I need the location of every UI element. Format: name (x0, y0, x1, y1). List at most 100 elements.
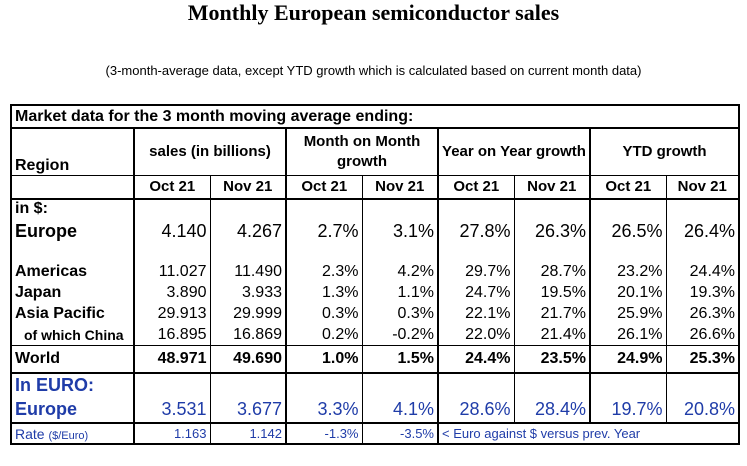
cell-value: 24.9% (590, 345, 666, 374)
region-label: Japan (10, 282, 134, 304)
cell-value: 26.3% (665, 303, 741, 325)
month-header: Nov 21 (665, 175, 741, 200)
cell-value: 19.5% (513, 282, 591, 304)
rate-label-text: Rate (15, 425, 45, 442)
market-header-row: Market data for the 3 month moving avera… (9, 104, 741, 129)
in-euro-row: In EURO: (10, 373, 741, 397)
month-header: Oct 21 (286, 175, 362, 200)
cell-value: 0.3% (322, 305, 359, 322)
group-header-row: Region sales (in billions) Month on Mont… (10, 128, 741, 176)
cell-value: 22.1% (465, 305, 511, 322)
cell-value: 26.6% (665, 324, 741, 346)
cell-value: 28.4% (513, 397, 591, 423)
world-row: World 48.971 49.690 1.0% 1.5% 24.4% 23.5… (10, 345, 741, 374)
cell-value: 0.2% (322, 325, 359, 343)
month-header: Nov 21 (513, 175, 591, 200)
region-label: World (10, 345, 134, 374)
cell-value: 1.1% (361, 282, 439, 304)
table-row: Europe 4.140 4.267 2.7% 3.1% 27.8% 26.3%… (10, 218, 741, 245)
report-title: Monthly European semiconductor sales (187, 0, 560, 25)
cell-value: -0.2% (361, 324, 439, 346)
cell-value: 3.890 (133, 282, 210, 304)
cell-value: 27.8% (459, 221, 511, 241)
group-mom: Month on Month growth (285, 128, 439, 176)
cell-value: 16.869 (209, 324, 287, 346)
cell-value: 3.1% (361, 218, 439, 245)
cell-value: -3.5% (361, 422, 439, 445)
rate-row: Rate ($/Euro) 1.163 1.142 -1.3% -3.5% < … (10, 422, 741, 445)
group-ytd: YTD growth (588, 128, 741, 176)
cell-value: 29.999 (209, 303, 287, 325)
cell-value: 11.490 (209, 261, 287, 283)
report-subtitle: (3-month-average data, except YTD growth… (105, 63, 642, 78)
cell-value: 1.5% (361, 345, 439, 374)
region-label: Europe (10, 218, 134, 245)
region-label: Asia Pacific (10, 303, 134, 325)
rate-unit: ($/Euro) (48, 429, 89, 442)
cell-value: 19.3% (665, 282, 741, 304)
region-label: of which China (10, 324, 134, 346)
cell-value: 25.9% (617, 305, 663, 322)
region-subheader (10, 175, 134, 200)
month-header: Oct 21 (590, 175, 666, 200)
cell-value: 26.1% (617, 325, 663, 343)
cell-value: 26.4% (665, 218, 741, 245)
cell-value: 0.3% (361, 303, 439, 325)
cell-value: 25.3% (665, 345, 741, 374)
cell-value: 21.7% (513, 303, 591, 325)
cell-value: 2.3% (322, 263, 359, 280)
market-header: Market data for the 3 month moving avera… (9, 104, 741, 129)
cell-value: -1.3% (286, 422, 362, 445)
month-header: Oct 21 (438, 175, 514, 200)
month-header: Oct 21 (133, 175, 210, 200)
cell-value: 4.140 (133, 218, 210, 245)
cell-value: 21.4% (513, 324, 591, 346)
cell-value: 28.7% (513, 261, 591, 283)
month-header: Nov 21 (209, 175, 287, 200)
cell-value: 1.0% (286, 345, 362, 374)
cell-value: 28.6% (459, 399, 511, 419)
month-header-row: Oct 21 Nov 21 Oct 21 Nov 21 Oct 21 Nov 2… (10, 175, 741, 200)
cell-value: 20.1% (617, 284, 663, 301)
cell-value: 1.3% (322, 284, 359, 301)
cell-value: 24.7% (465, 284, 511, 301)
cell-value: 20.8% (665, 397, 741, 423)
cell-value: 11.027 (133, 261, 210, 283)
table-row: Japan 3.890 3.933 1.3% 1.1% 24.7% 19.5% … (10, 282, 741, 304)
group-sales: sales (in billions) (133, 128, 287, 176)
cell-value: 24.4% (438, 345, 514, 374)
cell-value: 4.2% (361, 261, 439, 283)
cell-value: 3.933 (209, 282, 287, 304)
cell-value: 48.971 (133, 345, 210, 374)
region-header: Region (10, 128, 134, 176)
semiconductor-sales-table: Market data for the 3 month moving avera… (9, 104, 741, 445)
cell-value: 16.895 (133, 324, 210, 346)
month-header: Nov 21 (361, 175, 439, 200)
group-yoy: Year on Year growth (437, 128, 591, 176)
table-row: Europe 3.531 3.677 3.3% 4.1% 28.6% 28.4%… (10, 397, 741, 423)
cell-value: 24.4% (665, 261, 741, 283)
region-label: Americas (10, 261, 134, 283)
cell-value: 2.7% (317, 221, 359, 241)
cell-value: 29.913 (133, 303, 210, 325)
spacer-row (10, 244, 741, 262)
region-label: Europe (10, 397, 134, 423)
cell-value: 3.531 (133, 397, 210, 423)
cell-value: 1.163 (133, 422, 210, 445)
cell-value: 22.0% (465, 325, 511, 343)
table-row: of which China 16.895 16.869 0.2% -0.2% … (10, 324, 741, 346)
cell-value: 26.5% (611, 221, 663, 241)
in-usd-row: in $: (10, 198, 741, 219)
cell-value: 3.677 (209, 397, 287, 423)
table-row: Americas 11.027 11.490 2.3% 4.2% 29.7% 2… (10, 261, 741, 283)
table-row: Asia Pacific 29.913 29.999 0.3% 0.3% 22.… (10, 303, 741, 325)
cell-value: 23.2% (617, 263, 663, 280)
rate-label: Rate ($/Euro) (10, 422, 134, 445)
cell-value: 23.5% (513, 345, 591, 374)
cell-value: 1.142 (209, 422, 287, 445)
cell-value: 4.267 (209, 218, 287, 245)
rate-note: < Euro against $ versus prev. Year (438, 422, 741, 445)
cell-value: 4.1% (361, 397, 439, 423)
cell-value: 29.7% (465, 263, 511, 280)
cell-value: 49.690 (209, 345, 287, 374)
